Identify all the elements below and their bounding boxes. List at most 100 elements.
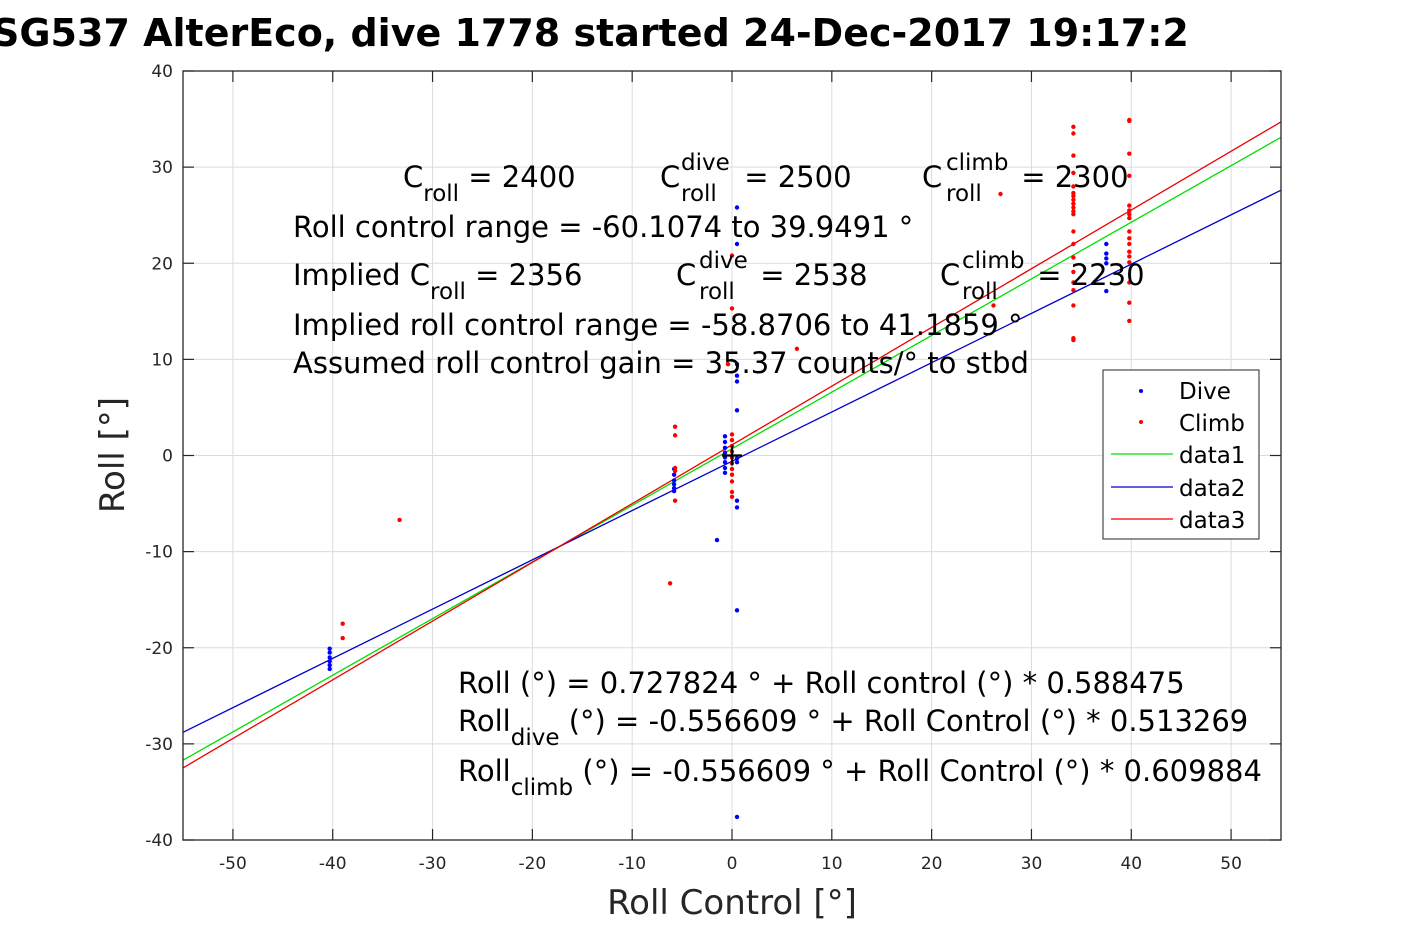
point-dive (1104, 256, 1109, 261)
point-dive (327, 666, 332, 672)
point-dive (734, 498, 740, 503)
point-climb (729, 253, 735, 258)
point-climb (1127, 241, 1132, 247)
point-dive (734, 505, 740, 510)
y-tick-label: -30 (145, 735, 173, 755)
implied-c-dive-value: = 2538 (751, 258, 868, 292)
point-climb (725, 362, 731, 367)
point-climb (1127, 173, 1132, 178)
implied-c-climb-sub: roll (962, 279, 998, 305)
fit-climb-sub: climb (511, 775, 573, 801)
x-tick-labels: -50 -40 -30 -20 -10 0 10 20 30 40 50 (219, 854, 1242, 874)
point-dive (722, 460, 728, 465)
point-dive (722, 465, 728, 471)
annotation-fit-all: Roll (°) = 0.727824 ° + Roll control (°)… (458, 666, 1185, 700)
implied-c-dive-sub: roll (699, 279, 735, 305)
point-climb (1127, 229, 1132, 234)
annotation-implied-range: Implied roll control range = -58.8706 to… (293, 308, 1023, 342)
point-climb (672, 424, 678, 429)
point-dive (734, 460, 740, 465)
point-climb (1071, 184, 1076, 189)
point-climb (1071, 288, 1076, 293)
point-climb (729, 472, 735, 477)
annotation-implied-c-roll: Implied Croll = 2356 (293, 258, 582, 305)
x-tick-label: -20 (518, 854, 546, 874)
x-tick-label: 0 (727, 854, 738, 874)
point-dive (1104, 251, 1109, 256)
point-dive (327, 659, 332, 664)
annotation-c-roll-dive: C dive roll = 2500 (660, 150, 852, 207)
x-axis-label: Roll Control [°] (607, 883, 857, 923)
y-tick-label: 0 (162, 447, 173, 467)
ticks (183, 70, 1281, 841)
point-climb (397, 517, 402, 523)
point-dive (327, 650, 332, 655)
fit-climb-base: Roll (458, 754, 511, 788)
point-climb (1127, 208, 1132, 213)
point-climb (729, 466, 735, 472)
annotation-implied-c-climb: C climb roll = 2230 (940, 248, 1145, 305)
c-roll-dive-base: C (660, 160, 680, 194)
point-climb (1127, 260, 1132, 265)
y-tick-label: 40 (151, 62, 173, 82)
c-roll-value: = 2400 (459, 160, 576, 194)
x-tick-label: -40 (319, 854, 347, 874)
point-dive (722, 470, 728, 475)
point-dive (734, 241, 740, 247)
y-tick-label: -40 (145, 831, 173, 851)
point-dive (1104, 261, 1109, 266)
c-roll-base: C (403, 160, 423, 194)
implied-c-roll-sub: roll (430, 279, 466, 305)
point-climb (729, 494, 735, 499)
point-climb (991, 303, 996, 308)
point-dive (722, 445, 728, 450)
point-climb (1127, 203, 1132, 208)
point-climb (1071, 269, 1076, 275)
annotation-c-roll-climb: C climb roll = 2300 (922, 150, 1129, 207)
svg-text:Croll = 2400: Croll = 2400 (403, 160, 576, 207)
point-climb (1071, 201, 1076, 206)
point-climb (729, 432, 735, 437)
point-dive (327, 662, 332, 668)
point-dive (722, 439, 728, 445)
x-tick-label: 20 (921, 854, 943, 874)
point-climb (1071, 229, 1076, 234)
point-climb (340, 635, 345, 641)
x-tick-label: -30 (419, 854, 447, 874)
y-tick-label: -20 (145, 639, 173, 659)
c-roll-climb-sup: climb (946, 150, 1008, 176)
point-climb (1071, 303, 1076, 308)
point-climb (1071, 131, 1076, 136)
point-climb (672, 468, 678, 474)
annotation-range: Roll control range = -60.1074 to 39.9491… (293, 210, 913, 244)
implied-c-climb-sup: climb (962, 248, 1024, 274)
annotation-implied-c-dive: C dive roll = 2538 (676, 248, 868, 305)
chart-title: SG537 AlterEco, dive 1778 started 24-Dec… (0, 11, 1189, 55)
c-roll-climb-base: C (922, 160, 942, 194)
point-dive (722, 434, 728, 439)
point-climb (1071, 153, 1076, 158)
origin-marker (722, 445, 742, 466)
c-roll-sub: roll (423, 181, 459, 207)
y-axis-label: Roll [°] (93, 397, 133, 513)
point-dive (671, 472, 677, 477)
legend[interactable]: Dive Climb data1 data2 data3 (1102, 369, 1260, 540)
implied-c-dive-base: C (676, 258, 696, 292)
legend-marker-climb (1139, 420, 1143, 424)
point-dive (734, 456, 740, 461)
point-dive (722, 450, 728, 455)
point-dive (734, 362, 740, 367)
point-climb (667, 581, 673, 586)
point-climb (1071, 124, 1076, 129)
svg-text:Implied Croll = 2356: Implied Croll = 2356 (293, 258, 582, 305)
point-dive (734, 408, 740, 413)
point-climb (340, 621, 345, 626)
point-climb (1071, 241, 1076, 247)
c-roll-climb-sub: roll (946, 181, 982, 207)
implied-c-dive-sup: dive (699, 248, 748, 274)
fit-dive-base: Roll (458, 704, 511, 738)
c-roll-dive-sub: roll (681, 181, 717, 207)
point-climb (1127, 249, 1132, 254)
point-climb (1127, 151, 1132, 156)
point-dive (671, 478, 677, 483)
